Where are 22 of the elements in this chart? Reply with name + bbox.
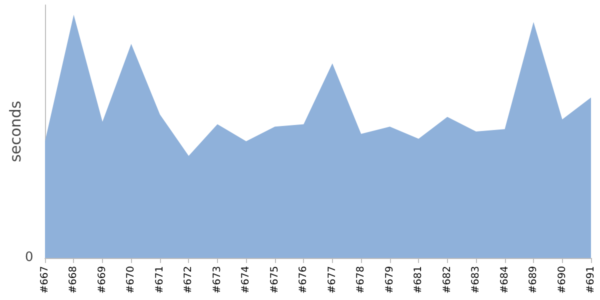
x-tick-label: #669: [96, 266, 108, 294]
y-axis-title: seconds: [6, 100, 24, 162]
x-tick-label: #683: [470, 266, 482, 294]
x-tick-label: #689: [528, 266, 540, 294]
x-tick-label: #667: [40, 266, 50, 294]
x-tick-label: #677: [326, 266, 338, 294]
x-tick-label: #674: [240, 266, 252, 294]
x-tick-label: #675: [269, 266, 280, 294]
x-tick-label: #681: [413, 266, 424, 294]
x-tick-label: #676: [298, 266, 310, 294]
x-tick-label: #671: [154, 266, 166, 294]
x-tick-label: #670: [126, 266, 137, 294]
x-tick-label: #668: [68, 266, 80, 294]
x-tick-label: #673: [212, 266, 223, 294]
x-tick-label: #690: [556, 266, 568, 294]
x-tick-label: #684: [499, 266, 510, 294]
x-tick-label: #682: [442, 266, 453, 294]
text: 0: [25, 250, 34, 265]
x-tick-label: #678: [356, 266, 367, 294]
x-tick-label: #672: [183, 266, 194, 294]
x-tick-label: #679: [384, 266, 396, 294]
x-tick-label: #691: [586, 266, 596, 294]
